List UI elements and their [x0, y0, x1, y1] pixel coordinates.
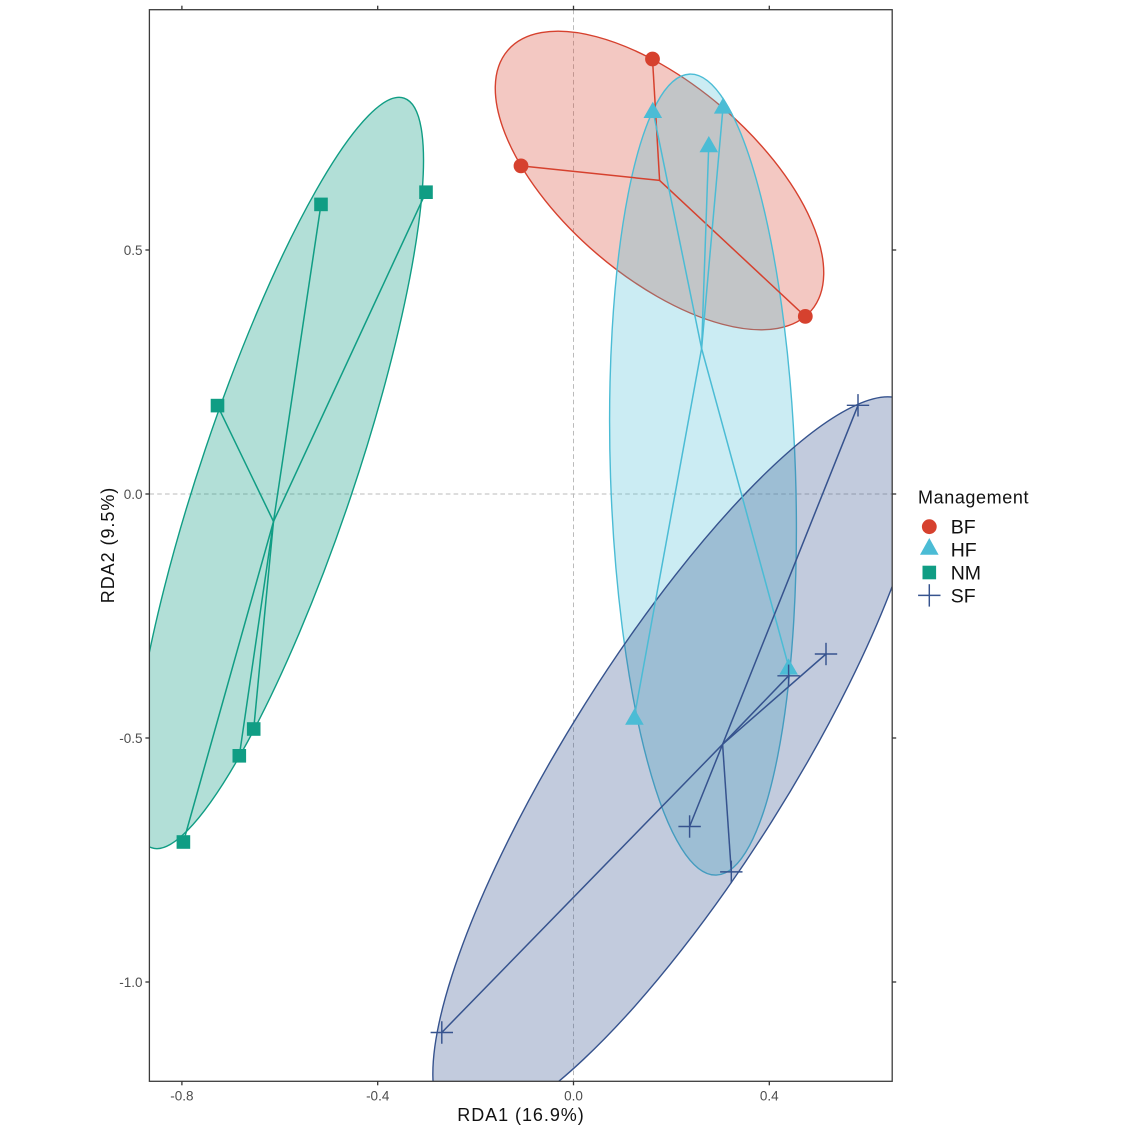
svg-text:0.5: 0.5 [124, 243, 143, 258]
svg-text:-0.8: -0.8 [170, 1089, 193, 1104]
svg-text:0.4: 0.4 [760, 1089, 779, 1104]
svg-text:Management: Management [918, 487, 1029, 507]
svg-text:BF: BF [951, 517, 976, 539]
svg-text:-1.0: -1.0 [119, 975, 142, 990]
svg-text:0.0: 0.0 [124, 487, 143, 502]
svg-text:SF: SF [951, 585, 976, 607]
svg-text:NM: NM [951, 562, 981, 584]
svg-text:0.0: 0.0 [564, 1089, 583, 1104]
svg-text:RDA2 (9.5%): RDA2 (9.5%) [98, 487, 118, 603]
svg-text:-0.5: -0.5 [119, 731, 142, 746]
svg-text:RDA1 (16.9%): RDA1 (16.9%) [457, 1105, 584, 1125]
svg-text:HF: HF [951, 540, 977, 562]
svg-text:-0.4: -0.4 [366, 1089, 390, 1104]
